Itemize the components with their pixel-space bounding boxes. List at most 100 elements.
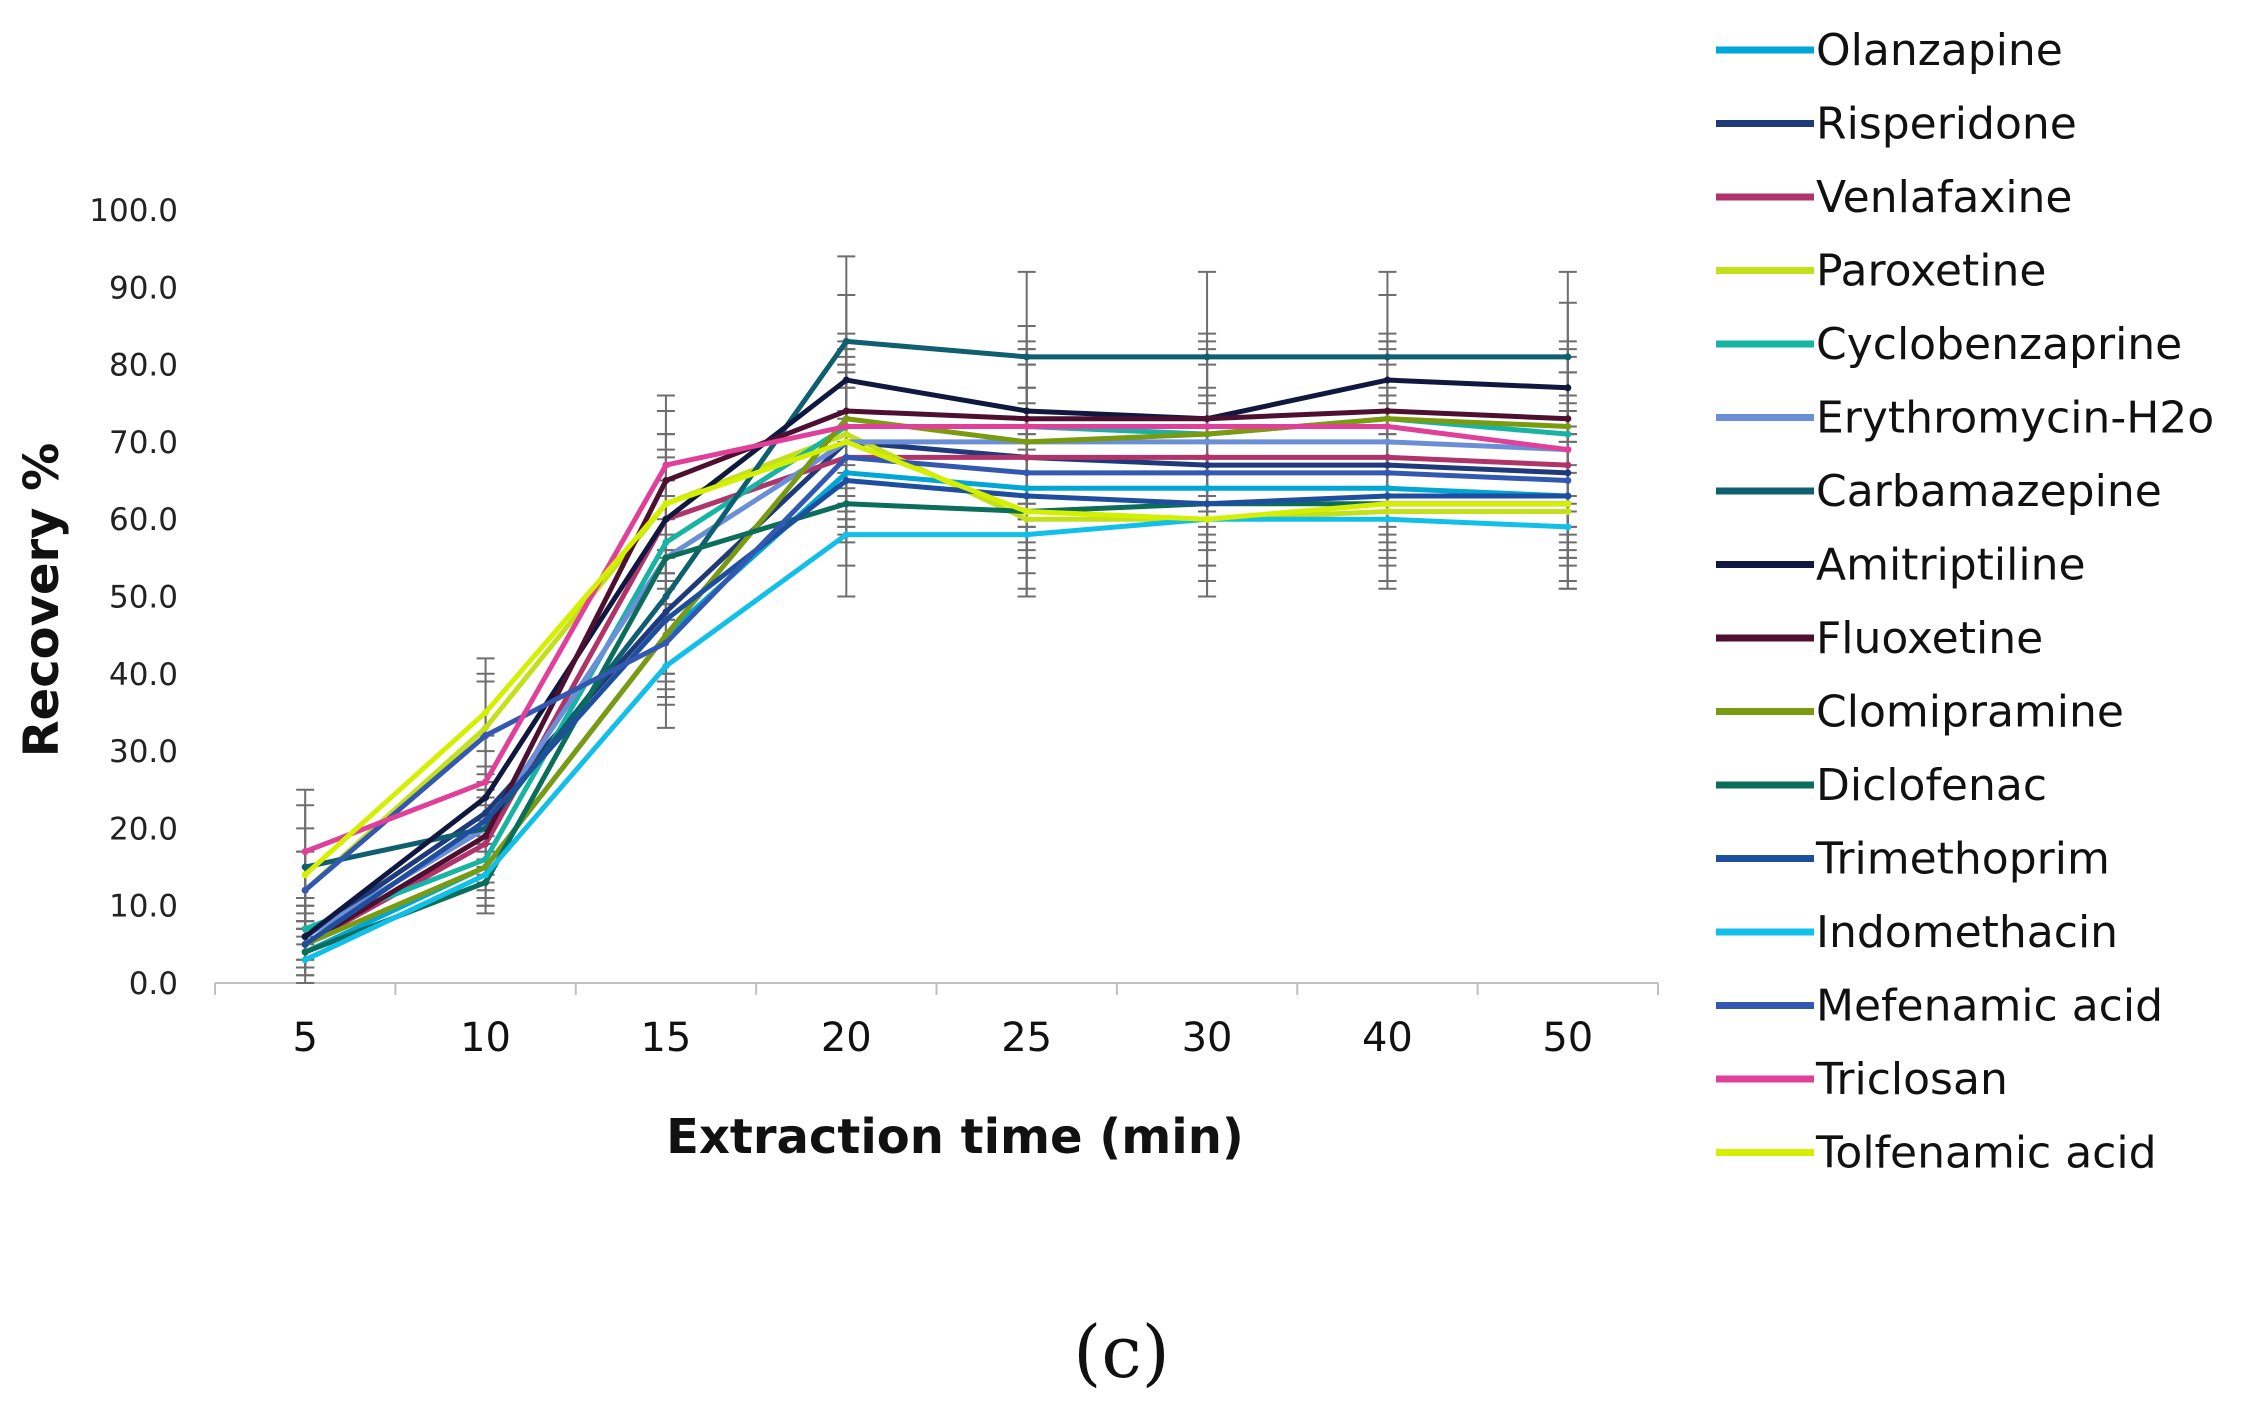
data-point: [1383, 453, 1391, 461]
data-point: [482, 724, 490, 732]
x-axis-title: Extraction time (min): [666, 1109, 1244, 1165]
data-point: [301, 940, 309, 948]
data-point: [1564, 446, 1572, 454]
data-point: [1383, 500, 1391, 508]
x-tick-label: 30: [1182, 1015, 1233, 1061]
data-point: [482, 832, 490, 840]
series-line: [303, 478, 1568, 947]
data-point: [662, 593, 670, 600]
data-point: [1023, 407, 1031, 415]
legend-item: Carbamazepine: [1716, 466, 2162, 517]
legend-item: Clomipramine: [1716, 687, 2124, 738]
legend-label: Tolfenamic acid: [1815, 1128, 2157, 1179]
data-point: [662, 608, 670, 616]
data-point: [1383, 376, 1391, 384]
data-point: [1383, 438, 1391, 446]
data-point: [1564, 507, 1572, 515]
panel-label: (c): [1073, 1310, 1170, 1394]
legend: Olanzapine Risperidone Venlafaxine Paroxeti…: [1716, 25, 2214, 1179]
legend-item: Tolfenamic acid: [1716, 1128, 2157, 1179]
legend-item: Fluoxetine: [1716, 613, 2043, 664]
data-point: [842, 438, 850, 446]
legend-label: Olanzapine: [1816, 25, 2063, 76]
legend-label: Triclosan: [1815, 1054, 2008, 1105]
data-point: [1023, 469, 1031, 477]
data-point: [842, 415, 850, 423]
series-diclofenac: [301, 500, 1572, 956]
y-tick-label: 0.0: [129, 966, 178, 1002]
data-point: [842, 430, 850, 438]
data-point: [1023, 531, 1031, 539]
data-point: [301, 871, 309, 879]
y-tick-label: 90.0: [109, 270, 178, 306]
data-point: [1023, 507, 1031, 515]
data-point: [662, 554, 670, 562]
data-point: [1023, 415, 1031, 423]
data-point: [482, 871, 490, 879]
data-point: [1023, 438, 1031, 446]
y-tick-label: 60.0: [109, 502, 178, 538]
data-point: [1203, 484, 1211, 492]
data-point: [1383, 422, 1391, 430]
data-point: [1203, 500, 1211, 508]
legend-label: Clomipramine: [1816, 687, 2124, 738]
legend-label: Trimethoprim: [1815, 834, 2110, 885]
data-point: [842, 376, 850, 384]
data-point: [1564, 430, 1572, 438]
data-point: [662, 662, 670, 670]
data-point: [842, 477, 850, 485]
data-point: [301, 863, 309, 871]
data-point: [1564, 415, 1572, 423]
data-point: [1203, 469, 1211, 477]
legend-label: Paroxetine: [1816, 246, 2046, 297]
data-point: [1564, 500, 1572, 508]
series-line: [303, 439, 1568, 877]
data-point: [662, 639, 670, 647]
data-point: [1383, 492, 1391, 500]
legend-item: Risperidone: [1716, 99, 2077, 150]
legend-item: Diclofenac: [1716, 760, 2047, 811]
y-tick-label: 20.0: [109, 811, 178, 847]
data-point: [1383, 415, 1391, 423]
legend-item: Venlafaxine: [1716, 172, 2073, 223]
series-line: [303, 439, 1568, 939]
x-tick-label: 20: [821, 1015, 872, 1061]
data-point: [482, 778, 490, 786]
data-point: [1203, 515, 1211, 523]
data-point: [1564, 492, 1572, 500]
series-line: [304, 470, 1568, 955]
series-fluoxetine: [301, 407, 1572, 948]
series-line: [304, 501, 1568, 955]
data-point: [1383, 515, 1391, 523]
data-point: [1383, 353, 1391, 361]
data-point: [662, 616, 670, 624]
y-tick-label: 30.0: [109, 734, 178, 770]
legend-item: Erythromycin-H2o: [1716, 393, 2214, 444]
data-point: [842, 422, 850, 430]
data-point: [1203, 422, 1211, 430]
data-point: [1564, 384, 1572, 392]
legend-item: Cyclobenzaprine: [1716, 319, 2182, 370]
data-point: [1023, 453, 1031, 461]
legend-label: Mefenamic acid: [1816, 981, 2163, 1032]
series-line: [304, 516, 1568, 963]
data-point: [482, 863, 490, 871]
data-point: [1383, 484, 1391, 492]
legend-label: Amitriptiline: [1816, 540, 2086, 591]
data-point: [1564, 523, 1572, 531]
data-point: [1023, 353, 1031, 361]
series-layer: [301, 337, 1572, 964]
legend-item: Mefenamic acid: [1716, 981, 2163, 1032]
series-line: [303, 377, 1568, 939]
legend-label: Fluoxetine: [1816, 613, 2043, 664]
legend-item: Olanzapine: [1716, 25, 2063, 76]
data-point: [1564, 422, 1572, 430]
data-point: [482, 817, 490, 825]
data-point: [1203, 438, 1211, 446]
data-point: [1383, 507, 1391, 515]
data-point: [1203, 415, 1211, 423]
data-point: [301, 933, 309, 941]
data-point: [301, 925, 309, 933]
